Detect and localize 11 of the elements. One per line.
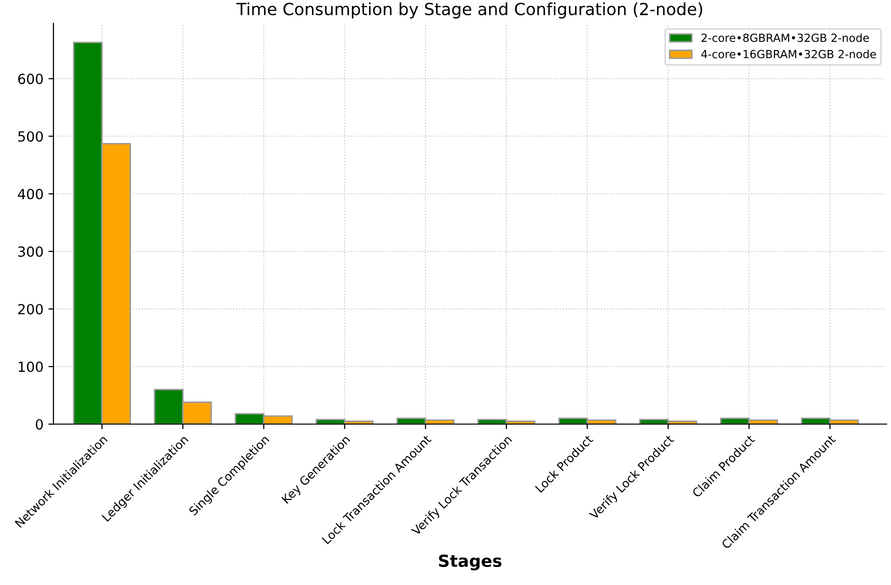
y-tick-label: 200 [18,304,43,314]
y-tick-label: 0 [36,419,43,430]
y-tick-label: 100 [18,362,43,372]
y-tick-label: 400 [18,188,43,200]
y-tick-label: 600 [18,74,43,84]
chart-title: Time Consumption by Stage and Configuration (2-node) [236,2,702,19]
y-tick-label: 300 [18,246,43,257]
legend-label: 4-core•16GBRAM•32GB 2-node [701,50,876,58]
x-axis-title: Stages [439,554,502,570]
legend-label: 2-core•8GBRAM•32GB 2-node [702,33,869,42]
y-tick-label: 500 [18,131,43,142]
